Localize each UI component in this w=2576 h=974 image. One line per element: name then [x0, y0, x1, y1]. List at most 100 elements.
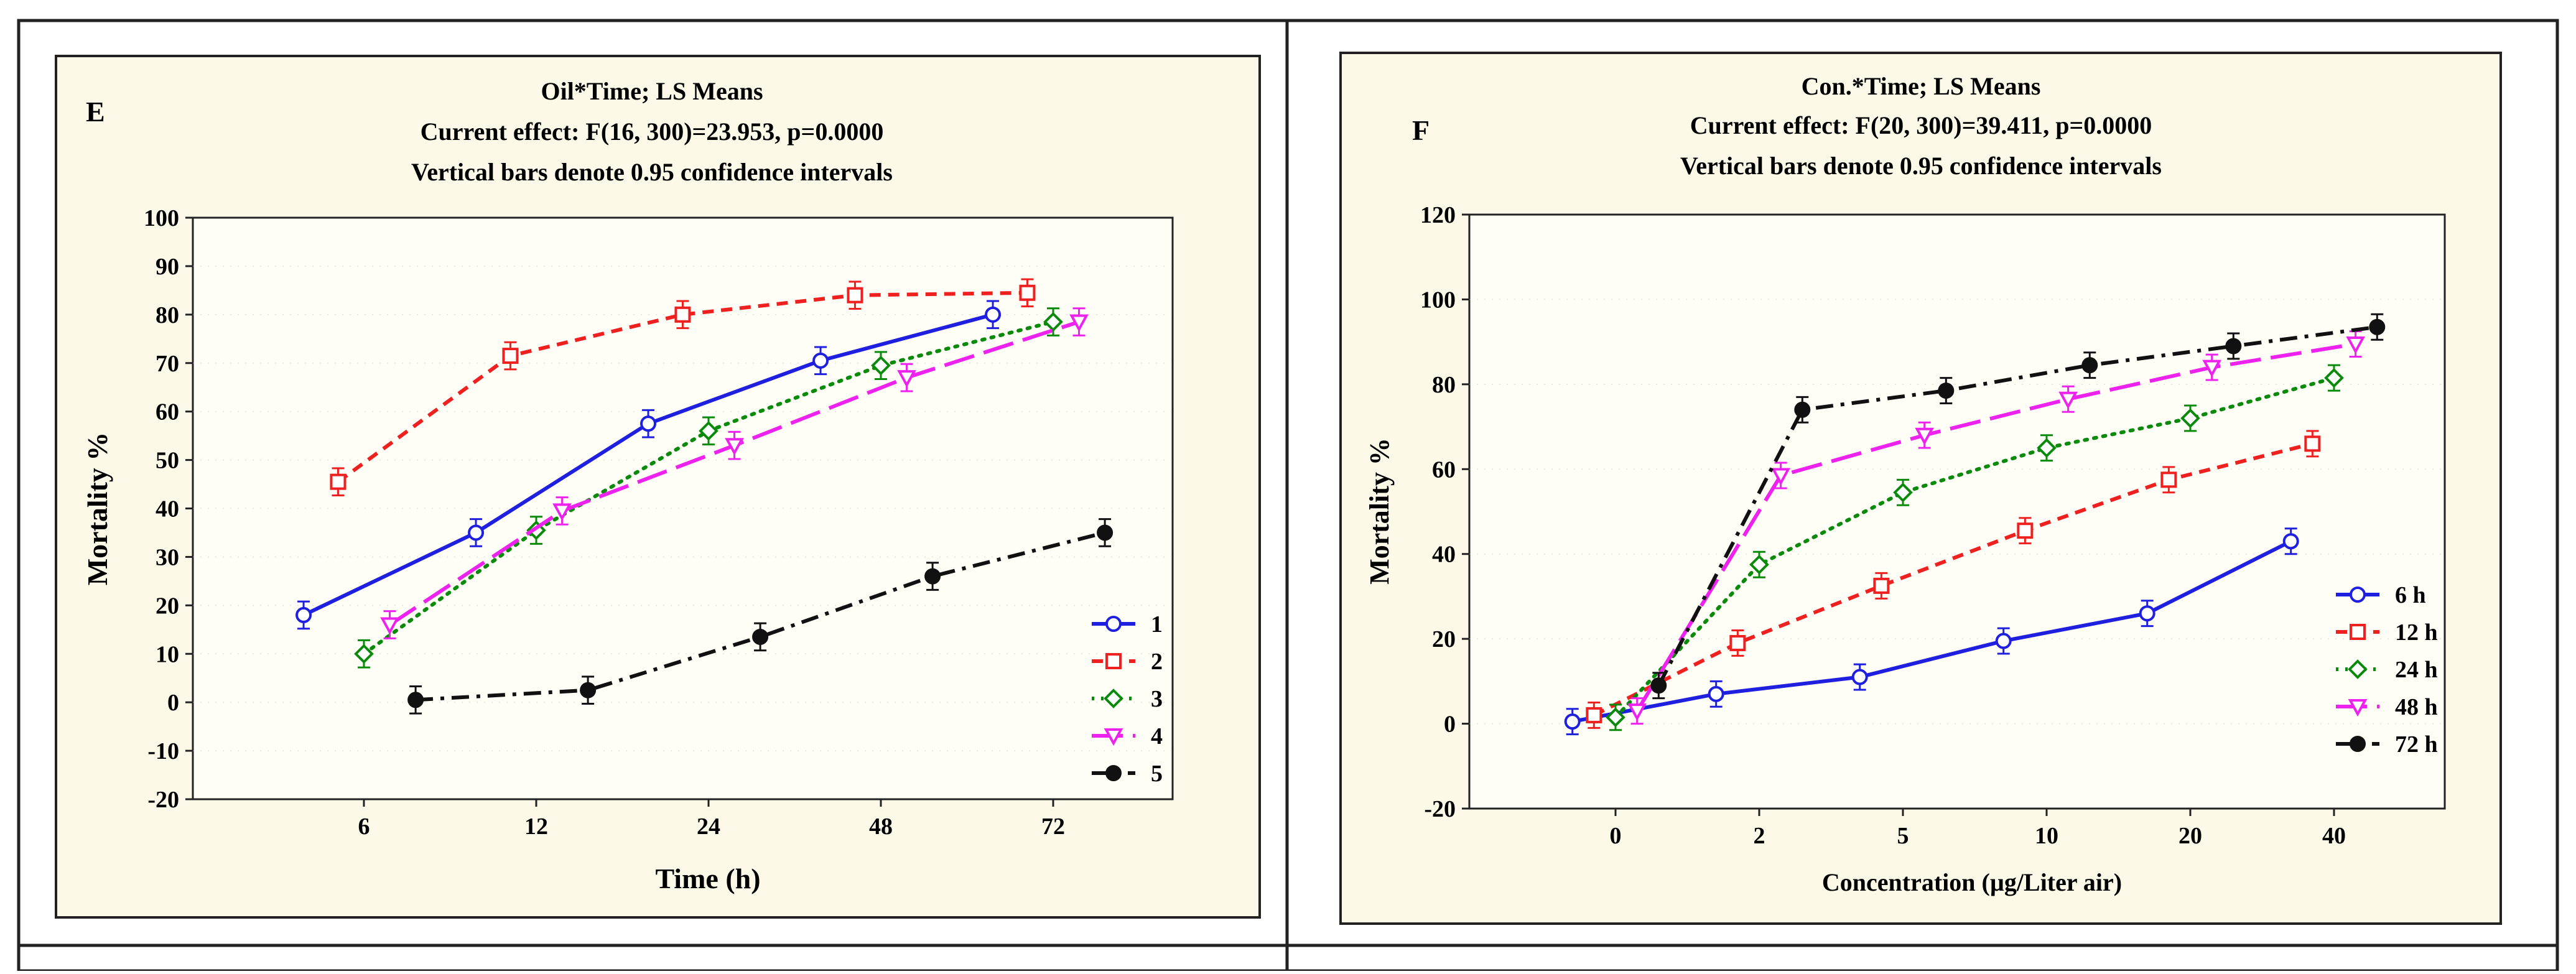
legend-marker	[2350, 624, 2366, 640]
data-point	[725, 438, 744, 456]
panel-f-x-axis-label: Concentration (µg/Liter air)	[1822, 868, 2122, 896]
y-tick-label: -20	[147, 787, 179, 813]
panel-f-y-ticks: -20 0 20 40 60 80 100 120	[1420, 202, 1469, 822]
data-point	[330, 473, 346, 490]
x-tick-label: 6	[358, 814, 370, 840]
x-tick-label: 0	[1610, 823, 1622, 849]
y-tick-label: 40	[156, 496, 179, 522]
data-point	[1564, 713, 1581, 730]
data-point	[674, 306, 691, 323]
x-tick-label: 24	[697, 814, 720, 840]
y-tick-label: 30	[156, 544, 179, 570]
data-point	[2160, 471, 2177, 488]
y-tick-label: 0	[1444, 712, 1456, 738]
data-point	[1729, 634, 1746, 651]
data-point	[407, 692, 424, 708]
x-tick-label: 5	[1897, 823, 1909, 849]
panel-f: F Con.*Time; LS Means Current effect: F(…	[1339, 52, 2502, 925]
x-tick-label: 40	[2322, 823, 2346, 849]
legend-label: 24 h	[2395, 657, 2438, 683]
y-tick-label: 120	[1420, 202, 1456, 228]
data-point	[295, 606, 312, 623]
legend-marker	[2348, 699, 2368, 717]
data-point	[1069, 314, 1089, 332]
legend-marker	[2348, 659, 2368, 679]
data-point	[552, 503, 572, 521]
y-tick-label: 60	[156, 399, 179, 425]
y-tick-label: 100	[144, 205, 179, 231]
panel-f-y-axis-label: Mortality %	[1364, 438, 1395, 585]
data-point	[2282, 533, 2299, 550]
panel-e-title: Oil*Time; LS Means	[541, 77, 763, 105]
legend-label: 12 h	[2395, 619, 2438, 646]
data-point	[752, 628, 769, 645]
data-point	[1851, 669, 1868, 685]
y-tick-label: 0	[167, 690, 179, 716]
panel-f-series	[1564, 313, 2386, 736]
data-point	[699, 421, 718, 441]
panel-e: E Oil*Time; LS Means Current effect: F(1…	[55, 55, 1261, 919]
series-line-48h	[1635, 342, 2356, 712]
data-point	[1771, 468, 1791, 486]
panel-e-note: Vertical bars denote 0.95 confidence int…	[411, 158, 893, 186]
x-tick-label: 72	[1041, 814, 1065, 840]
data-point	[1606, 707, 1625, 728]
data-point	[2180, 408, 2200, 429]
series-line-6h	[1572, 539, 2292, 724]
data-point	[1893, 482, 1913, 503]
x-tick-label: 10	[2035, 823, 2058, 849]
data-point	[468, 524, 485, 541]
data-point	[1019, 284, 1036, 301]
y-tick-label: -10	[147, 738, 179, 764]
series-line-12h	[1593, 442, 2313, 717]
panel-f-legend: 6 h 12 h 24 h 48 h 72 h	[2336, 582, 2438, 758]
legend-label: 4	[1151, 723, 1163, 749]
data-point	[1995, 633, 2012, 649]
data-point	[1794, 401, 1811, 418]
y-tick-label: 80	[156, 302, 179, 328]
panel-e-legend: 1 2 3 4 5	[1092, 611, 1163, 787]
data-point	[640, 415, 657, 432]
data-point	[380, 617, 399, 635]
y-tick-label: 100	[1420, 287, 1456, 313]
panel-f-title: Con.*Time; LS Means	[1802, 72, 2041, 100]
data-point	[871, 355, 891, 376]
data-point	[2324, 368, 2344, 388]
legend-marker	[2350, 587, 2366, 603]
y-tick-label: 20	[156, 593, 179, 619]
data-point	[2081, 357, 2098, 374]
legend-label: 3	[1151, 686, 1163, 712]
panel-e-x-ticks: 6 12 24 48 72	[358, 799, 1065, 840]
data-point	[354, 644, 374, 664]
data-point	[2058, 391, 2078, 409]
legend-marker	[1104, 728, 1123, 746]
data-point	[2202, 359, 2222, 378]
data-point	[847, 287, 863, 304]
panel-e-x-axis-label: Time (h)	[655, 863, 760, 894]
data-point	[1586, 707, 1602, 723]
legend-label: 2	[1151, 649, 1163, 675]
data-point	[2017, 522, 2034, 539]
x-tick-label: 2	[1754, 823, 1765, 849]
data-point	[2037, 438, 2057, 458]
data-point	[1650, 677, 1667, 694]
y-tick-label: 80	[1432, 372, 1456, 398]
x-tick-label: 12	[524, 814, 548, 840]
data-point	[1097, 524, 1114, 541]
legend-marker	[1105, 653, 1122, 669]
data-point	[1873, 577, 1890, 594]
panel-f-letter: F	[1412, 114, 1430, 146]
legend-label: 6 h	[2395, 582, 2426, 608]
data-point	[1749, 554, 1769, 575]
data-point	[1043, 312, 1063, 332]
y-tick-label: 10	[156, 641, 179, 667]
legend-marker	[1105, 616, 1122, 632]
data-point	[1708, 685, 1724, 702]
data-point	[2304, 435, 2321, 452]
legend-label: 1	[1151, 611, 1163, 638]
y-tick-label: 60	[1432, 457, 1456, 483]
data-point	[1938, 383, 1955, 399]
panel-e-letter: E	[86, 96, 105, 128]
data-point	[502, 348, 519, 364]
